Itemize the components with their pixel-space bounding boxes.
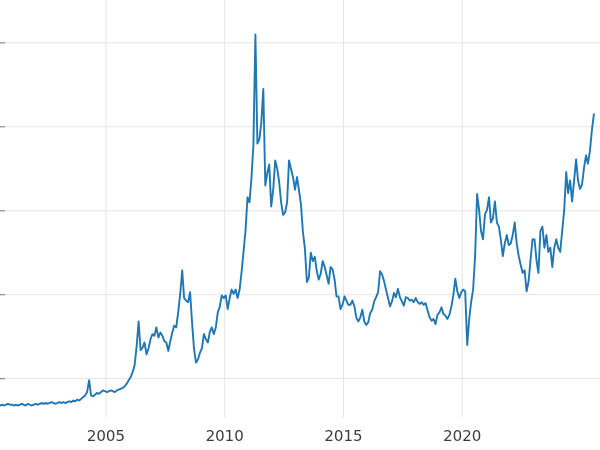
- price-series-line: [0, 33, 595, 407]
- x-axis-tick-label: 2010: [206, 427, 244, 445]
- x-axis-tick-label: 2015: [324, 427, 362, 445]
- x-axis-tick-label: 2005: [87, 427, 125, 445]
- x-axis-tick-label: 2020: [443, 427, 481, 445]
